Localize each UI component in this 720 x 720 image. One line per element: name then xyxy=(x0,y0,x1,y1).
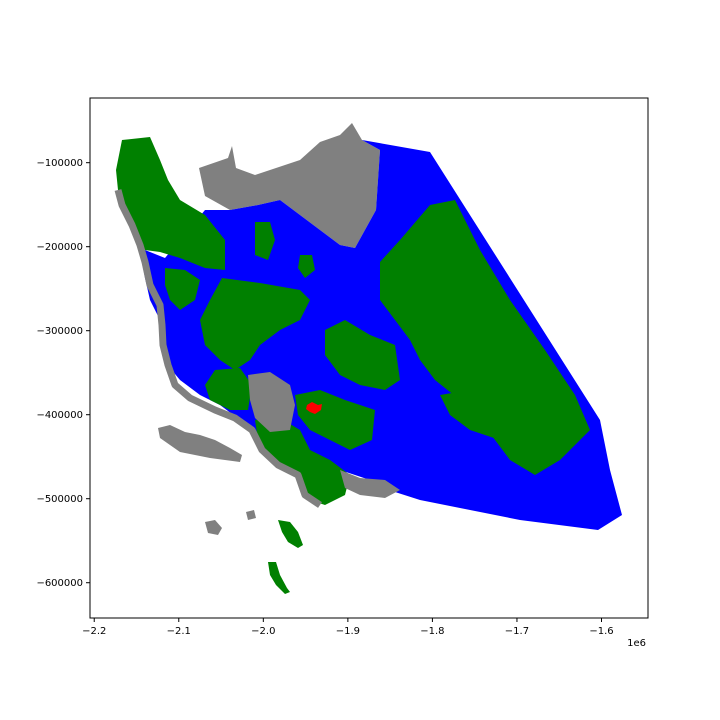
y-tick-label: −300000 xyxy=(36,326,83,337)
green-region-mid xyxy=(325,320,400,390)
gray-region-la-basin xyxy=(340,470,400,498)
x-tick-label: −2.0 xyxy=(251,626,275,637)
green-region-southeast-valley xyxy=(440,390,520,440)
y-tick-label: −500000 xyxy=(36,494,83,505)
axes-frame xyxy=(89,97,649,619)
y-tick-label: −100000 xyxy=(36,158,83,169)
green-region-northcoast xyxy=(116,137,225,270)
island-san-nicolas xyxy=(246,510,256,520)
x-axis: −2.2 −2.1 −2.0 −1.9 −1.8 −1.7 −1.6 xyxy=(82,618,614,637)
gray-region-central xyxy=(248,372,295,432)
y-tick-label: −600000 xyxy=(36,578,83,589)
highlighted-precinct xyxy=(306,402,322,414)
green-region-east xyxy=(380,200,590,475)
x-tick-label: −1.7 xyxy=(505,626,529,637)
y-tick-label: −400000 xyxy=(36,410,83,421)
island-san-clemente xyxy=(268,562,290,594)
gray-region-north xyxy=(199,123,380,248)
island-santa-rosa-group xyxy=(158,425,242,462)
y-axis: −100000 −200000 −300000 −400000 −500000 −6000… xyxy=(36,158,90,589)
precinct-map xyxy=(114,123,622,594)
x-tick-label: −2.1 xyxy=(167,626,191,637)
x-tick-label: −2.2 xyxy=(82,626,106,637)
gray-coastline xyxy=(114,189,322,508)
y-tick-label: −200000 xyxy=(36,242,83,253)
x-tick-label: −1.9 xyxy=(336,626,360,637)
x-tick-label: −1.8 xyxy=(420,626,444,637)
x-axis-offset-label: 1e6 xyxy=(627,638,646,649)
green-region-central xyxy=(200,278,310,370)
island-catalina xyxy=(278,520,303,548)
green-region-west-interior xyxy=(165,268,200,310)
green-region-la-coast xyxy=(255,418,350,505)
x-tick-label: −1.6 xyxy=(589,626,613,637)
green-region-coastal-mid xyxy=(205,368,252,410)
island-santa-barbara xyxy=(205,520,222,535)
green-region-north-bump xyxy=(255,222,275,260)
green-region-north-blob xyxy=(298,255,315,278)
